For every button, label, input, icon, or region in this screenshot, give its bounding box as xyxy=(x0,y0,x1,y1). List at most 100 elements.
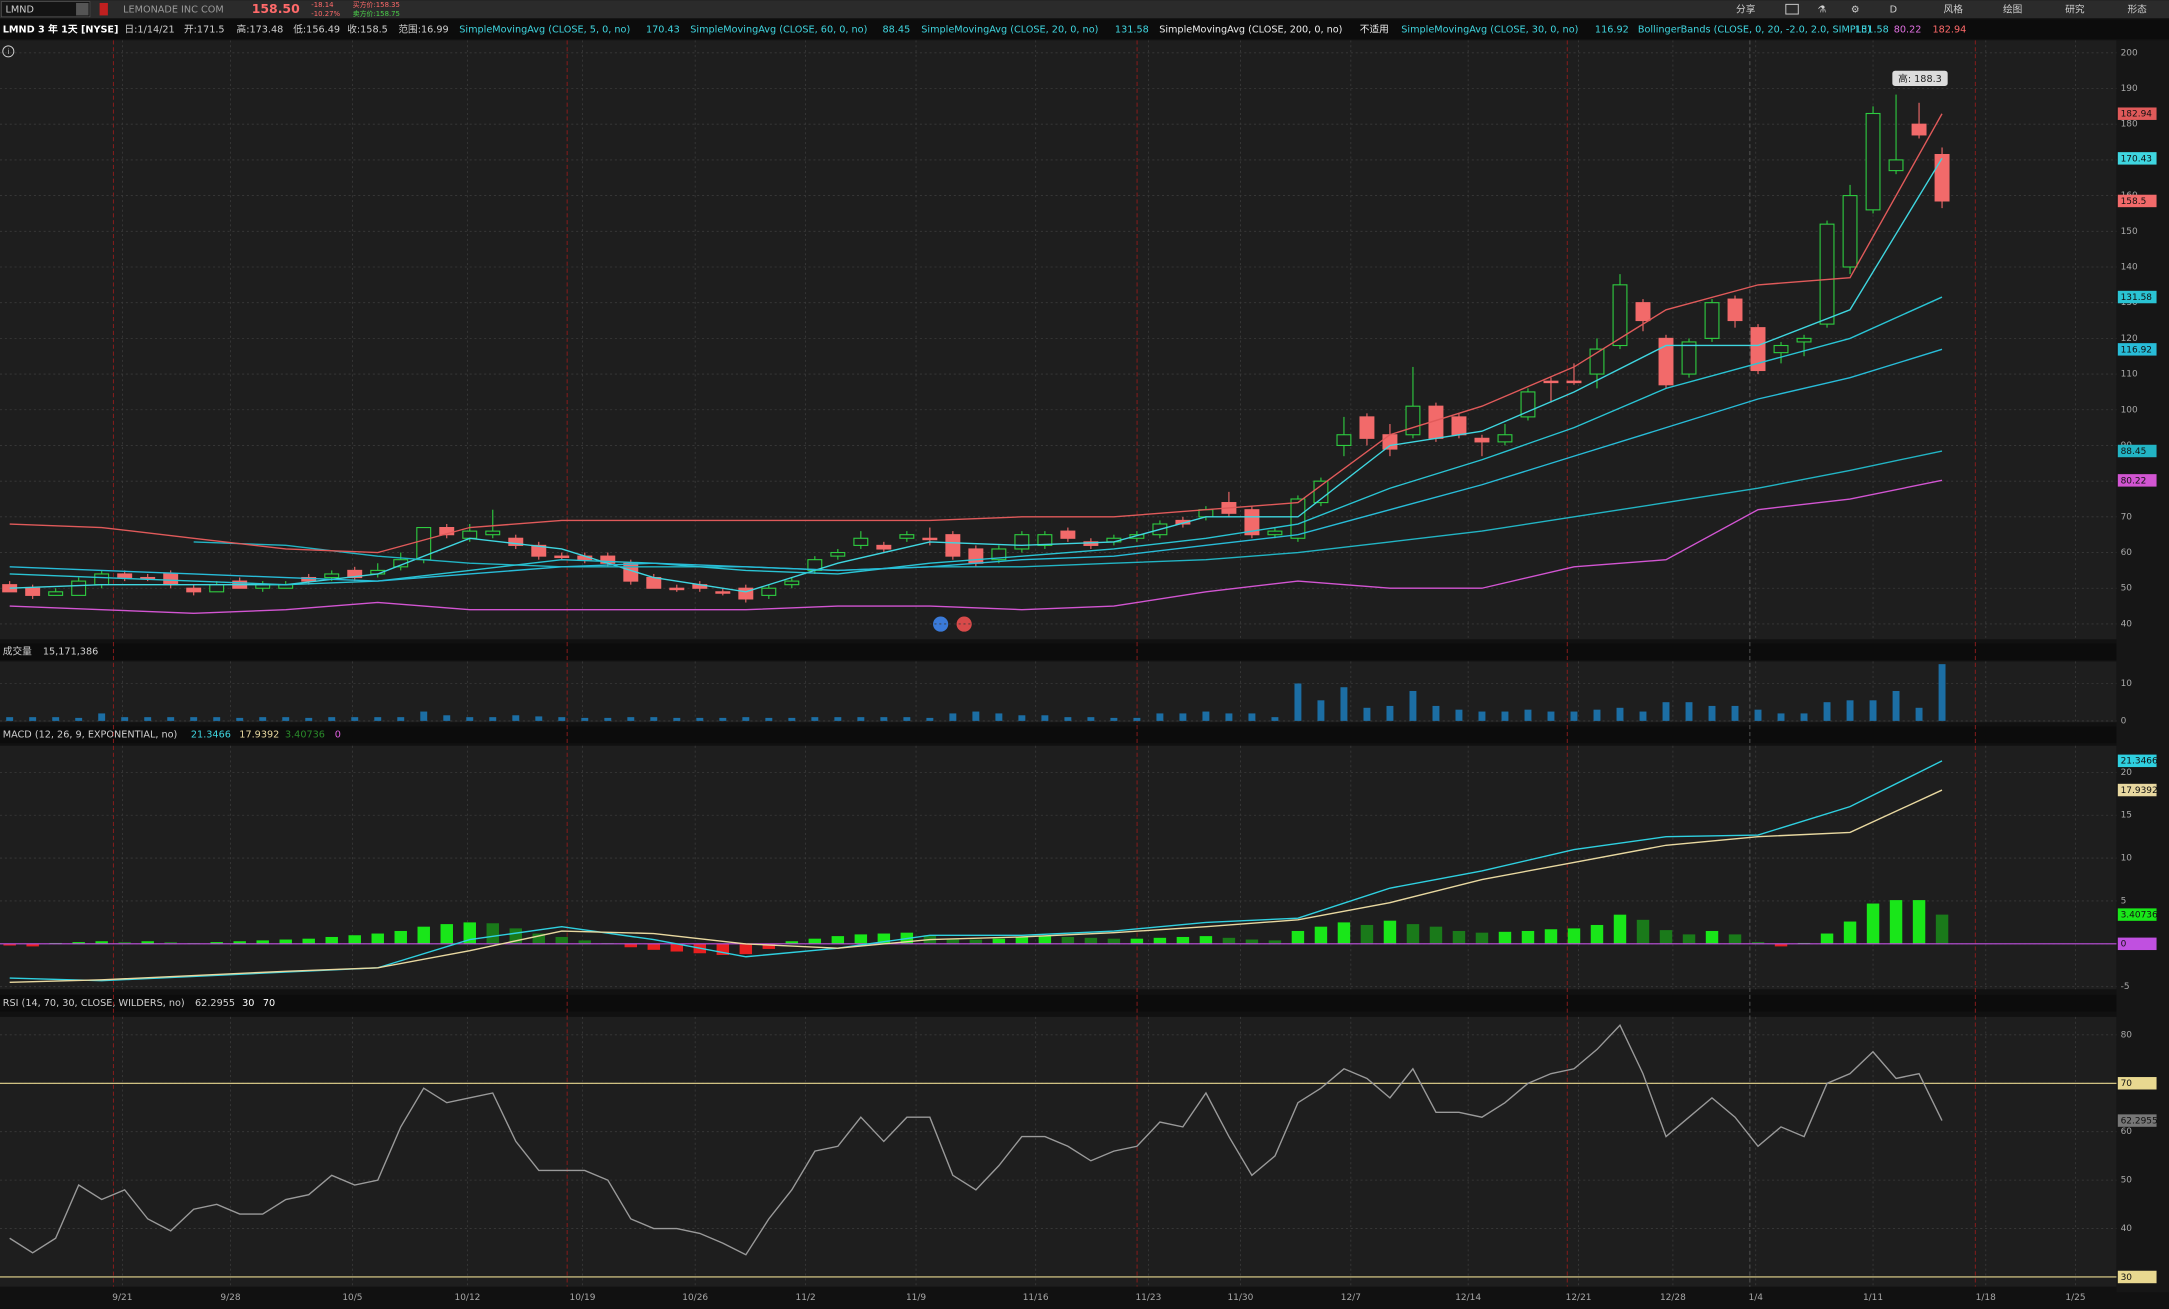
candle-body xyxy=(462,530,478,539)
macd-label-row xyxy=(0,726,2169,744)
volume-bar xyxy=(1823,702,1831,721)
style-button[interactable]: 风格 xyxy=(1944,3,1964,16)
volume-bar xyxy=(443,715,451,721)
volume-bar xyxy=(1225,713,1233,721)
macd-histogram-bar xyxy=(1935,914,1949,944)
macd-histogram-bar xyxy=(1636,919,1650,944)
value-badge xyxy=(2117,937,2157,951)
candle-body xyxy=(1773,344,1789,354)
candle-body xyxy=(991,548,1007,561)
volume-bar xyxy=(144,717,152,721)
symbol-dropdown[interactable] xyxy=(76,2,89,16)
value-badge xyxy=(2117,1077,2157,1090)
candle-body xyxy=(738,587,754,600)
value-badge-text: 170.43 xyxy=(2121,154,2152,164)
candle-body xyxy=(761,587,777,596)
patterns-button[interactable]: 形态 xyxy=(2128,3,2148,16)
macd-histogram-bar xyxy=(854,934,868,944)
macd-histogram-bar xyxy=(1176,936,1190,944)
y-tick-label: 200 xyxy=(2121,48,2138,58)
macd-histogram-bar xyxy=(302,938,315,944)
value-badge-text: 80.22 xyxy=(2121,476,2147,486)
symbol-text: LMND xyxy=(6,5,34,16)
macd-histogram-bar xyxy=(256,940,269,944)
x-tick-label: 1/18 xyxy=(1976,1293,1996,1303)
share-button[interactable]: 分享 xyxy=(1736,3,1756,16)
macd-histogram-bar xyxy=(371,933,384,944)
draw-button[interactable]: 绘图 xyxy=(2003,3,2022,16)
macd-histogram-bar xyxy=(164,942,177,944)
y-tick-label: 180 xyxy=(2121,120,2138,130)
volume-bar xyxy=(1271,717,1279,721)
rsi-panel xyxy=(0,1016,2117,1287)
y-tick-label: 20 xyxy=(2121,768,2133,778)
rsi-line xyxy=(9,1024,1943,1256)
high-tooltip-text: 高: 188.3 xyxy=(1898,72,1942,85)
y-tick-label: 40 xyxy=(2121,619,2133,629)
volume-bar xyxy=(1662,702,1670,721)
macd-histogram-bar xyxy=(486,923,499,944)
volume-bar xyxy=(1593,709,1601,721)
volume-bar xyxy=(1386,705,1394,721)
x-tick-label: 12/21 xyxy=(1566,1293,1592,1303)
macd-histogram-bar xyxy=(785,941,799,944)
macd-histogram-bar xyxy=(1314,926,1328,944)
y-tick-label: 10 xyxy=(2121,679,2133,689)
candle-body xyxy=(485,530,501,536)
macd-histogram-bar xyxy=(739,943,753,955)
macd-histogram-bar xyxy=(1590,924,1604,944)
y-tick-label: 190 xyxy=(2121,84,2138,94)
candle-body xyxy=(1290,498,1306,539)
studies-button[interactable]: 研究 xyxy=(2065,3,2085,16)
flask-icon[interactable]: ⚗ xyxy=(1818,5,1827,16)
macd-histogram-bar xyxy=(1038,936,1052,944)
y-tick-label: 50 xyxy=(2121,1176,2133,1186)
candle-body xyxy=(71,580,87,596)
volume-bar xyxy=(397,717,405,721)
value-badge-text: 3.40736 xyxy=(2121,911,2158,921)
candle-body xyxy=(1405,405,1421,436)
candle-body xyxy=(1888,159,1904,172)
value-badge xyxy=(2117,343,2157,356)
candle-body xyxy=(1750,327,1766,372)
study-value: 131.58 xyxy=(1855,24,1889,35)
volume-bar xyxy=(1455,709,1463,721)
macd-histogram-bar xyxy=(969,939,983,944)
volume-bar xyxy=(719,717,727,721)
volume-panel xyxy=(0,661,2117,723)
volume-bar xyxy=(926,717,934,721)
symbol-input[interactable] xyxy=(1,1,91,18)
volume-bar xyxy=(328,717,336,721)
y-tick-label: 110 xyxy=(2121,370,2138,380)
volume-bar xyxy=(1869,700,1877,721)
volume-bar xyxy=(1340,687,1348,721)
volume-bar xyxy=(98,713,106,721)
candle-body xyxy=(1635,302,1651,322)
volume-bar xyxy=(1041,715,1049,721)
settings-icon[interactable]: ⚙ xyxy=(1851,5,1860,16)
ohlc-field: 高:173.48 xyxy=(237,22,284,35)
rsi-title: RSI (14, 70, 30, CLOSE, WILDERS, no) xyxy=(3,998,185,1009)
link-indicator[interactable] xyxy=(99,2,108,16)
x-tick-label: 11/23 xyxy=(1135,1293,1161,1303)
macd-histogram-bar xyxy=(141,941,154,944)
value-badge-text: 30 xyxy=(2121,1273,2133,1283)
value-badge-text: 21.3466 xyxy=(2121,757,2158,767)
x-tick-label: 11/16 xyxy=(1023,1293,1049,1303)
value-badge-text: 17.9392 xyxy=(2121,786,2158,796)
macd-histogram-bar xyxy=(992,938,1006,944)
value-badge xyxy=(2117,444,2157,458)
value-badge xyxy=(2117,754,2157,768)
info-icon[interactable] xyxy=(2,45,15,58)
macd-histogram-bar xyxy=(118,942,131,944)
x-tick-label: 9/28 xyxy=(220,1293,240,1303)
candle-body xyxy=(1474,437,1490,443)
macd-panel xyxy=(0,745,2117,990)
aggregation-button[interactable]: D xyxy=(1890,5,1897,16)
volume-bar xyxy=(535,716,543,721)
volume-bar xyxy=(972,711,980,721)
toolbar xyxy=(0,0,2169,19)
layout-icon[interactable] xyxy=(1785,3,1799,15)
